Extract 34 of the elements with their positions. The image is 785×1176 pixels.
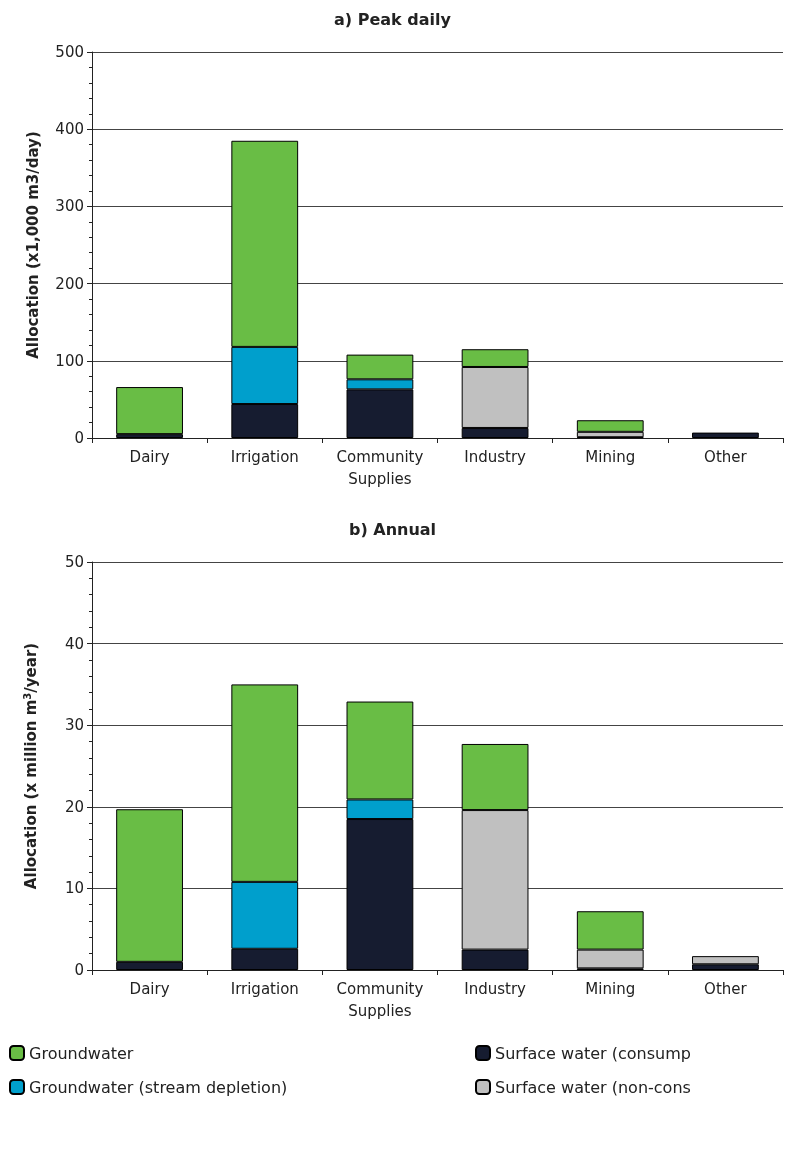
y-axis-title: Allocation (x million m3/year)	[21, 642, 40, 890]
x-tick-label: Community Supplies	[336, 448, 424, 488]
x-tick-label: Community Supplies	[336, 980, 424, 1020]
y-tick-label: 40	[64, 634, 84, 653]
x-tick-label: Mining	[585, 980, 636, 998]
y-tick-label: 100	[55, 351, 84, 370]
x-tick-label: Dairy	[129, 980, 170, 998]
x-tick-label: Irrigation	[230, 448, 299, 466]
y-tick-label: 500	[55, 43, 84, 61]
x-tick-label: Other	[704, 448, 748, 466]
y-tick-label: 200	[55, 274, 84, 293]
x-tick-label: Irrigation	[230, 980, 299, 998]
chart-title: a) Peak daily	[334, 9, 452, 29]
legend-label: Surface water (non-cons	[495, 1077, 691, 1097]
legend-label: Groundwater (stream depletion)	[29, 1077, 288, 1097]
x-tick-label: Industry	[464, 448, 527, 466]
x-tick-label: Mining	[585, 448, 636, 466]
y-tick-label: 30	[64, 716, 84, 735]
x-tick-label: Other	[704, 980, 748, 998]
y-tick-label: 20	[64, 797, 84, 816]
chart-title: b) Annual	[348, 519, 437, 539]
y-tick-label: 50	[64, 553, 84, 571]
bar	[116, 387, 183, 435]
y-tick-label: 0	[74, 429, 84, 447]
x-tick-label: Industry	[464, 980, 527, 998]
y-tick-label: 0	[74, 961, 84, 979]
legend-label: Groundwater	[29, 1043, 134, 1063]
y-axis-title: Allocation (x1,000 m3/day)	[23, 131, 42, 359]
y-tick-label: 400	[55, 120, 84, 139]
bar	[692, 432, 759, 438]
y-tick-label: 10	[64, 879, 84, 898]
x-tick-label: Dairy	[129, 448, 170, 466]
y-tick-label: 300	[55, 197, 84, 216]
legend-label: Surface water (consump	[495, 1043, 691, 1063]
